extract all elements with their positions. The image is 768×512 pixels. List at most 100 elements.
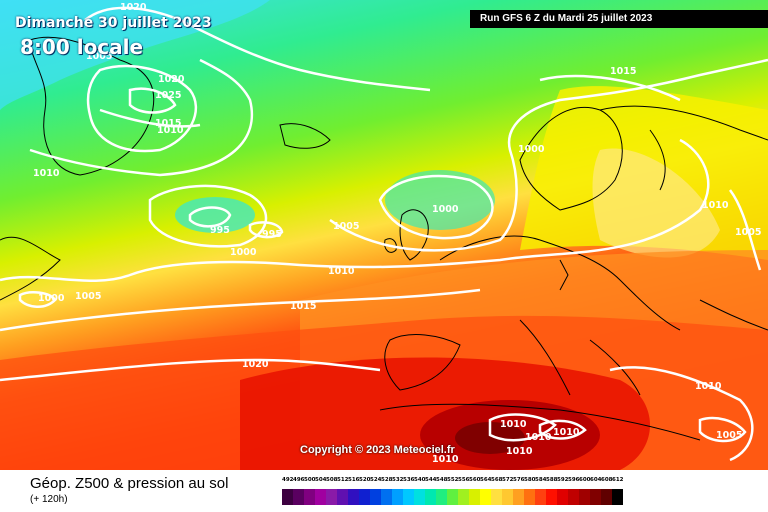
- scale-label: 560: [469, 477, 481, 483]
- isobar-label: 1005: [86, 51, 112, 62]
- isobar-label: 1005: [735, 227, 761, 238]
- isobar-label: 1010: [328, 266, 355, 277]
- scale-swatch: [557, 489, 568, 505]
- scale-swatch: [524, 489, 535, 505]
- scale-label: 596: [568, 477, 580, 483]
- color-scale-bar: [282, 489, 766, 505]
- isobar-label: 1010: [525, 432, 552, 443]
- scale-label: 552: [447, 477, 459, 483]
- scale-swatch: [590, 489, 601, 505]
- scale-swatch: [381, 489, 392, 505]
- isobar-label: 1010: [33, 168, 60, 179]
- scale-swatch: [337, 489, 348, 505]
- color-scale-labels: 492 496 500 504 508 512 516 520 524 528 532 536 540 5…: [282, 477, 766, 487]
- isobar-label: 1005: [716, 430, 742, 441]
- scale-label: 492: [282, 477, 294, 483]
- scale-swatch: [469, 489, 480, 505]
- scale-swatch: [447, 489, 458, 505]
- scale-label: 592: [557, 477, 569, 483]
- scale-swatch: [326, 489, 337, 505]
- isobar-label: 1010: [157, 125, 184, 136]
- scale-swatch: [315, 489, 326, 505]
- scale-swatch: [414, 489, 425, 505]
- legend-title: Géop. Z500 & pression au sol: [30, 475, 229, 492]
- scale-label: 576: [513, 477, 525, 483]
- scale-label: 504: [315, 477, 327, 483]
- weather-map: 1020 1020 1025 1015 1010 1010 1005 1015 …: [0, 0, 768, 470]
- scale-label: 520: [359, 477, 371, 483]
- scale-swatch: [601, 489, 612, 505]
- scale-swatch: [535, 489, 546, 505]
- scale-label: 572: [502, 477, 514, 483]
- scale-swatch: [282, 489, 293, 505]
- scale-swatch: [425, 489, 436, 505]
- scale-label: 604: [590, 477, 602, 483]
- isobar-label: 1015: [290, 301, 316, 312]
- z500-zone-teal-low-2: [385, 170, 495, 230]
- isobar-label: 1010: [506, 446, 533, 457]
- isobar-label: 1000: [230, 247, 257, 258]
- legend-subtitle: (+ 120h): [30, 494, 68, 505]
- scale-swatch: [403, 489, 414, 505]
- forecast-date: Dimanche 30 juillet 2023: [15, 15, 212, 31]
- scale-swatch: [579, 489, 590, 505]
- isobar-label: 995: [210, 225, 230, 236]
- scale-swatch: [491, 489, 502, 505]
- z500-zone-cyan: [0, 0, 270, 110]
- scale-label: 544: [425, 477, 437, 483]
- isobar-label: 1015: [610, 66, 636, 77]
- scale-swatch: [502, 489, 513, 505]
- scale-label: 584: [535, 477, 547, 483]
- isobar-label: 1020: [158, 74, 185, 85]
- isobar-label: 1000: [432, 204, 459, 215]
- isobar-label: 1010: [553, 427, 580, 438]
- isobar-labels: 1020 1020 1025 1015 1010 1010 1005 1015 …: [33, 2, 761, 465]
- scale-label: 500: [304, 477, 316, 483]
- scale-label: 600: [579, 477, 591, 483]
- scale-label: 568: [491, 477, 503, 483]
- isobar-label: 1005: [75, 291, 101, 302]
- scale-label: 524: [370, 477, 382, 483]
- scale-label: 580: [524, 477, 536, 483]
- scale-swatch: [304, 489, 315, 505]
- scale-swatch: [392, 489, 403, 505]
- scale-label: 548: [436, 477, 448, 483]
- isobar-label: 1005: [333, 221, 359, 232]
- color-scale: 492 496 500 504 508 512 516 520 524 528 532 536 540 5…: [282, 477, 766, 509]
- scale-swatch: [513, 489, 524, 505]
- isobar-label: 1010: [500, 419, 527, 430]
- isobar-label: 1020: [242, 359, 269, 370]
- scale-label: 564: [480, 477, 492, 483]
- z500-zone-maroon-core: [455, 422, 525, 454]
- scale-swatch: [480, 489, 491, 505]
- scale-label: 556: [458, 477, 470, 483]
- isobar-label: 1010: [432, 454, 459, 465]
- scale-label: 508: [326, 477, 338, 483]
- isobar-label: 1025: [155, 90, 181, 101]
- scale-swatch: [370, 489, 381, 505]
- scale-label: 536: [403, 477, 415, 483]
- scale-swatch: [359, 489, 370, 505]
- isobar-label: 1010: [695, 381, 722, 392]
- scale-swatch: [458, 489, 469, 505]
- scale-label: 496: [293, 477, 305, 483]
- scale-label: 516: [348, 477, 360, 483]
- z500-zone-pale-yellow: [592, 148, 720, 258]
- isobar-label: 1015: [155, 118, 181, 129]
- scale-label: 612: [612, 477, 624, 483]
- scale-swatch: [293, 489, 304, 505]
- isobar-label: 1020: [120, 2, 147, 13]
- scale-label: 540: [414, 477, 426, 483]
- scale-swatch: [436, 489, 447, 505]
- isobar-label: 995: [262, 229, 282, 240]
- scale-label: 532: [392, 477, 404, 483]
- isobar-label: 1000: [518, 144, 545, 155]
- scale-label: 512: [337, 477, 349, 483]
- isobars: [0, 6, 768, 462]
- scale-label: 608: [601, 477, 613, 483]
- scale-swatch: [612, 489, 623, 505]
- forecast-time: 8:00 locale: [20, 35, 144, 59]
- isobar-label: 1000: [38, 293, 65, 304]
- copyright-notice: Copyright © 2023 Meteociel.fr: [300, 444, 455, 456]
- isobar-label: 1010: [702, 200, 729, 211]
